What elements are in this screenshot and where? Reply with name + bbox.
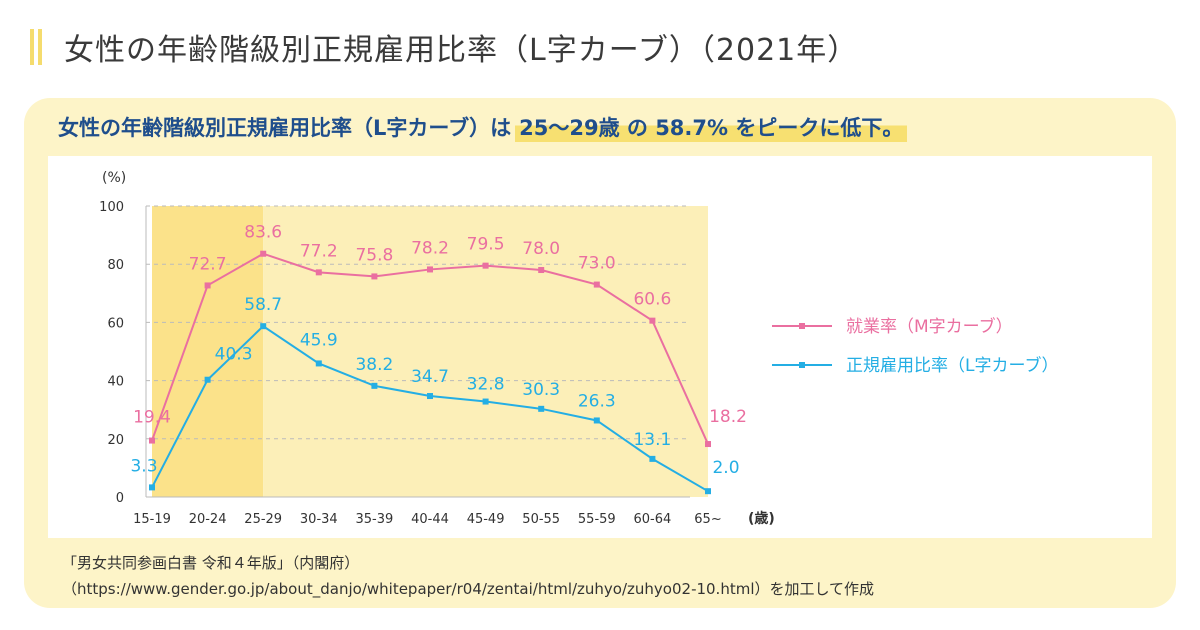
data-label: 3.3 (130, 456, 157, 476)
legend-marker (799, 362, 805, 368)
data-label: 78.0 (522, 239, 560, 259)
data-point (705, 441, 711, 448)
data-point (149, 484, 155, 491)
source-line-1: 「男女共同参画白書 令和４年版」（内閣府） (62, 554, 360, 572)
data-point (649, 455, 656, 462)
data-point (315, 360, 322, 367)
chart-area: 0 20 40 60 80 100 (%) 15-19 20-24 25-29 30-34 35-39… (48, 156, 1152, 538)
data-point (538, 267, 545, 274)
data-point (482, 262, 489, 269)
page-title: 女性の年齢階級別正規雇用比率（L字カーブ）（2021年） (64, 33, 859, 68)
data-label: 2.0 (712, 458, 739, 478)
title-accent-mark (30, 29, 34, 65)
chart-subtitle: 女性の年齢階級別正規雇用比率（L字カーブ）は 25～29歳 の 58.7% をピ… (58, 112, 908, 142)
data-label: 13.1 (633, 430, 671, 450)
data-point (427, 393, 433, 400)
highlight-band-rest (263, 206, 708, 497)
data-label: 60.6 (633, 290, 671, 310)
legend-label: 就業率（M字カーブ） (846, 316, 1013, 337)
y-tick-label: 100 (99, 200, 124, 215)
y-axis-unit-label: (%) (102, 170, 126, 186)
data-label: 75.8 (355, 245, 393, 265)
y-tick-label: 40 (107, 375, 124, 390)
x-tick-label: 15-19 (133, 512, 171, 527)
x-tick-label: 55-59 (578, 512, 616, 527)
x-tick-label: 65~ (694, 512, 721, 527)
data-point (593, 281, 600, 288)
data-label: 79.5 (467, 235, 505, 255)
x-tick-label: 30-34 (300, 512, 338, 527)
data-label: 32.8 (467, 375, 505, 395)
data-label: 45.9 (300, 330, 338, 350)
x-tick-label: 50-55 (522, 512, 560, 527)
x-axis-unit-label: (歳) (748, 510, 775, 527)
data-label: 34.7 (411, 367, 449, 387)
legend-marker (799, 323, 805, 329)
subtitle-highlight: 25～29歳 の 58.7% をピークに低下。 (515, 112, 908, 142)
data-point (482, 398, 489, 405)
data-label: 30.3 (522, 380, 560, 400)
data-point (260, 323, 267, 330)
data-point (705, 488, 711, 495)
data-label: 72.7 (189, 254, 227, 274)
data-label: 38.2 (355, 355, 393, 375)
title-accent-mark (38, 29, 42, 65)
subtitle-lead: 女性の年齢階級別正規雇用比率（L字カーブ）は (58, 116, 512, 140)
data-point (204, 376, 211, 383)
x-tick-label: 60-64 (634, 512, 672, 527)
x-tick-label: 35-39 (356, 512, 394, 527)
title-bar: 女性の年齢階級別正規雇用比率（L字カーブ）（2021年） (30, 26, 858, 68)
x-tick-label: 40-44 (411, 512, 449, 527)
source-line-2: （https://www.gender.go.jp/about_danjo/wh… (62, 580, 875, 598)
x-tick-label: 25-29 (244, 512, 282, 527)
legend-label: 正規雇用比率（L字カーブ） (846, 355, 1058, 376)
x-tick-label: 45-49 (467, 512, 505, 527)
highlight-band-peak (152, 206, 264, 497)
data-point (260, 250, 267, 257)
data-label: 18.2 (709, 407, 747, 427)
data-point (371, 382, 378, 389)
data-point (149, 437, 155, 444)
x-tick-label: 20-24 (189, 512, 227, 527)
y-tick-label: 80 (107, 258, 124, 273)
data-label: 40.3 (215, 345, 253, 365)
data-label: 78.2 (411, 238, 449, 258)
y-tick-label: 20 (107, 433, 124, 448)
data-label: 73.0 (578, 254, 616, 274)
data-label: 77.2 (300, 241, 338, 261)
data-label: 58.7 (244, 295, 282, 315)
data-point (315, 269, 322, 276)
y-tick-label: 0 (116, 491, 124, 506)
data-point (371, 273, 378, 280)
data-label: 26.3 (578, 391, 616, 411)
data-point (427, 266, 433, 273)
y-tick-label: 60 (107, 316, 124, 331)
data-point (593, 417, 600, 424)
data-label: 83.6 (244, 223, 282, 243)
data-point (649, 317, 656, 324)
line-chart: 0 20 40 60 80 100 (%) 15-19 20-24 25-29 30-34 35-39… (99, 170, 1058, 527)
data-point (204, 282, 211, 289)
data-point (538, 405, 545, 412)
data-label: 19.4 (133, 408, 171, 428)
